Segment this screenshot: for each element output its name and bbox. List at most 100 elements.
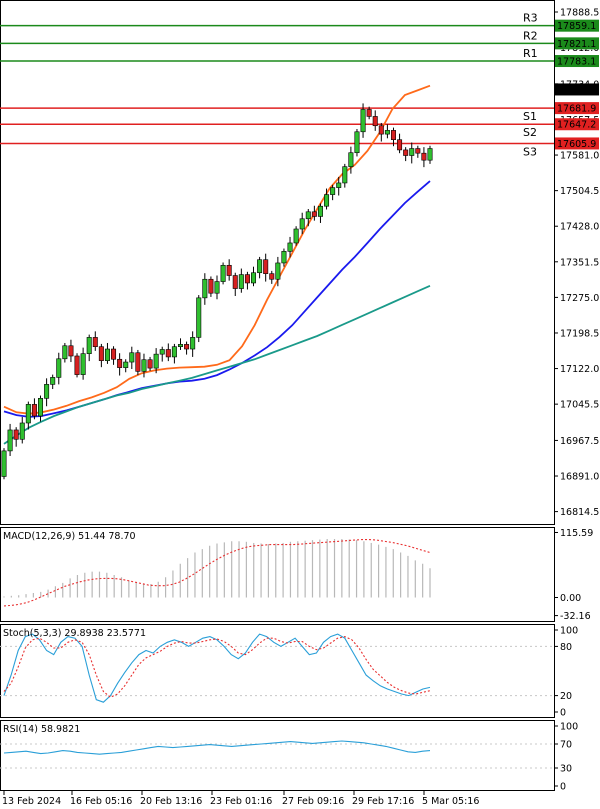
candle-down bbox=[147, 359, 153, 369]
level-value-s2: 17647.2 bbox=[557, 120, 596, 131]
candle-down bbox=[390, 130, 396, 140]
candle-down bbox=[378, 125, 384, 135]
rsi-panel-frame bbox=[0, 720, 555, 791]
level-label-s2: S2 bbox=[523, 126, 537, 139]
time-tick-label: 5 Mar 05:16 bbox=[422, 796, 479, 807]
candle-up bbox=[384, 130, 390, 135]
candle-down bbox=[98, 346, 104, 361]
stoch-title: Stoch(5,3,3) 29.8938 23.5771 bbox=[3, 628, 146, 639]
candle-up bbox=[305, 211, 311, 220]
candle-up bbox=[129, 352, 135, 363]
candle-up bbox=[44, 384, 50, 399]
candles bbox=[1, 103, 433, 480]
rsi-title: RSI(14) 58.9821 bbox=[3, 724, 80, 735]
ma-line-slow bbox=[3, 284, 431, 445]
stoch-tick-label: 80 bbox=[560, 642, 572, 653]
candle-up bbox=[123, 361, 129, 368]
level-value-s3: 17605.9 bbox=[557, 139, 596, 150]
candle-up bbox=[104, 348, 110, 361]
macd-tick-label: -32.16 bbox=[560, 611, 591, 622]
stoch-d-line bbox=[3, 636, 431, 698]
candle-down bbox=[13, 429, 19, 440]
price-tick-label: 17428.0 bbox=[560, 222, 599, 233]
candle-down bbox=[421, 152, 427, 161]
candle-up bbox=[348, 152, 354, 167]
candle-down bbox=[269, 273, 275, 280]
stoch-tick-label: 20 bbox=[560, 691, 572, 702]
rsi-tick-label: 100 bbox=[560, 722, 578, 733]
rsi-series: 100 70 30 0 bbox=[0, 722, 578, 793]
price-panel-frame bbox=[0, 0, 555, 525]
candle-down bbox=[111, 348, 117, 360]
level-value-r2: 17821.1 bbox=[557, 39, 596, 50]
macd-tick-label: 115.59 bbox=[560, 528, 593, 539]
candle-up bbox=[159, 349, 165, 355]
level-tag-r2 bbox=[555, 37, 599, 50]
macd-panel-frame bbox=[0, 527, 555, 622]
stoch-k-line bbox=[3, 633, 431, 703]
moving-averages bbox=[3, 84, 431, 445]
candle-up bbox=[330, 187, 336, 195]
candle-up bbox=[86, 337, 92, 354]
price-tick-label: 17888.5 bbox=[560, 8, 599, 19]
candle-down bbox=[232, 275, 238, 289]
macd-series: 115.59 0.00 -32.16 bbox=[3, 528, 593, 622]
rsi-tick-label: 0 bbox=[560, 782, 566, 793]
candle-down bbox=[31, 404, 37, 417]
candle-up bbox=[238, 274, 244, 289]
candle-up bbox=[190, 337, 196, 350]
time-axis: 13 Feb 2024 16 Feb 05:16 20 Feb 13:16 23 Fe… bbox=[2, 790, 479, 807]
candle-up bbox=[1, 450, 7, 477]
candle-up bbox=[299, 218, 305, 230]
candle-up bbox=[62, 345, 68, 360]
rsi-tick-label: 30 bbox=[560, 764, 572, 775]
stoch-panel-frame bbox=[0, 624, 555, 718]
candle-up bbox=[336, 182, 342, 188]
candle-up bbox=[275, 262, 281, 280]
candle-down bbox=[92, 337, 98, 347]
rsi-tick-label: 70 bbox=[560, 740, 572, 751]
candle-up bbox=[19, 422, 25, 440]
stoch-series: 100 80 20 0 bbox=[0, 626, 578, 719]
candle-up bbox=[360, 109, 366, 133]
level-value-r1: 17783.1 bbox=[557, 57, 596, 68]
macd-tick-label: 0.00 bbox=[560, 593, 581, 604]
price-tick-label: 17122.0 bbox=[560, 364, 599, 375]
time-tick-label: 27 Feb 09:16 bbox=[282, 796, 344, 807]
candle-up bbox=[141, 359, 147, 372]
candle-up bbox=[171, 346, 177, 358]
candle-down bbox=[74, 355, 80, 375]
candle-down bbox=[311, 211, 317, 217]
candle-down bbox=[366, 109, 372, 117]
level-tag-s3 bbox=[555, 137, 599, 150]
stoch-tick-label: 100 bbox=[560, 626, 578, 637]
macd-signal-line bbox=[3, 539, 431, 607]
candle-up bbox=[354, 131, 360, 154]
candle-up bbox=[317, 205, 323, 217]
candle-down bbox=[226, 264, 232, 276]
current-price-box bbox=[555, 83, 599, 96]
candle-down bbox=[117, 358, 123, 368]
level-value-r3: 17859.1 bbox=[557, 21, 596, 32]
candle-up bbox=[324, 194, 330, 207]
time-tick-label: 16 Feb 05:16 bbox=[70, 796, 132, 807]
time-tick-label: 20 Feb 13:16 bbox=[140, 796, 202, 807]
candle-down bbox=[397, 139, 403, 151]
price-tick-label: 17351.5 bbox=[560, 257, 599, 268]
price-tick-label: 17275.0 bbox=[560, 293, 599, 304]
stoch-tick-label: 0 bbox=[560, 708, 566, 719]
current-price-tag: 17722.0 bbox=[557, 85, 596, 96]
candle-up bbox=[196, 297, 202, 338]
level-tag-s2 bbox=[555, 118, 599, 131]
candle-up bbox=[38, 398, 44, 417]
candle-up bbox=[257, 259, 263, 274]
price-tick-label: 16967.5 bbox=[560, 436, 599, 447]
price-tick-label: 17045.5 bbox=[560, 400, 599, 411]
candle-down bbox=[372, 116, 378, 127]
candle-up bbox=[293, 228, 299, 244]
support-resistance-levels: 17859.1 R3 17821.1 R2 17783.1 R1 17681.9 S1 1764… bbox=[0, 12, 599, 158]
candle-up bbox=[220, 264, 226, 282]
candle-down bbox=[208, 278, 214, 294]
level-value-s1: 17681.9 bbox=[557, 104, 596, 115]
candle-up bbox=[214, 281, 220, 294]
